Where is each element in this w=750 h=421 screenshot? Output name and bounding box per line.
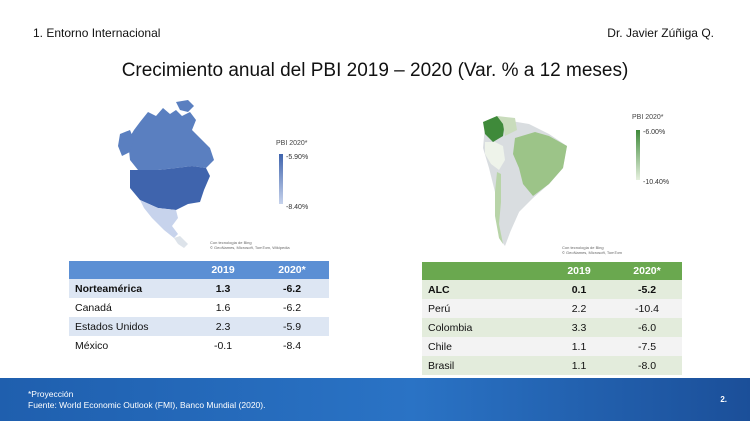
table-row: Chile 1.1 -7.5 (422, 337, 682, 356)
na-map-credit: Con tecnología de Bing © GeoNames, Micro… (210, 240, 290, 250)
brazil-region (513, 132, 567, 196)
la-map-credit: Con tecnología de Bing © GeoNames, Micro… (562, 245, 622, 255)
table-header: 2019 2020* (69, 261, 329, 279)
la-legend-min: -10.40% (643, 179, 670, 186)
section-title: 1. Entorno Internacional (33, 26, 161, 40)
central-america-region (174, 236, 188, 248)
mexico-region (140, 200, 178, 238)
na-legend-min: -8.40% (286, 204, 309, 211)
la-legend-title: PBI 2020* (632, 114, 664, 121)
usa-region (130, 166, 210, 210)
alaska-region (118, 130, 134, 156)
argentina-region (501, 178, 525, 240)
na-legend-max: -5.90% (286, 154, 309, 161)
colombia-region (483, 116, 505, 142)
peru-region (485, 142, 505, 170)
table-row: Norteamérica 1.3 -6.2 (69, 279, 329, 298)
canada-region (128, 108, 214, 170)
table-row: Colombia 3.3 -6.0 (422, 318, 682, 337)
table-row: Perú 2.2 -10.4 (422, 299, 682, 318)
author-name: Dr. Javier Zúñiga Q. (607, 26, 714, 40)
column-header-2020: 2020* (255, 261, 329, 279)
column-header-2019: 2019 (546, 262, 612, 280)
north-america-map (118, 100, 214, 248)
table-row: ALC 0.1 -5.2 (422, 280, 682, 299)
table-row: Estados Unidos 2.3 -5.9 (69, 317, 329, 336)
footer-bar: *Proyección Fuente: World Economic Outlo… (0, 378, 750, 421)
north-america-table: 2019 2020* Norteamérica 1.3 -6.2 Canadá … (69, 261, 329, 355)
page-number: 2. (720, 395, 727, 404)
chile-region (495, 172, 503, 244)
column-header-2019: 2019 (191, 261, 255, 279)
greenland-region (176, 100, 194, 112)
column-header-2020: 2020* (612, 262, 682, 280)
latin-america-map (483, 116, 567, 246)
slide-title: Crecimiento anual del PBI 2019 – 2020 (V… (121, 60, 629, 81)
la-legend-bar (636, 130, 640, 180)
table-header: 2019 2020* (422, 262, 682, 280)
na-legend-bar (279, 154, 283, 204)
na-legend-title: PBI 2020* (276, 140, 308, 147)
table-row: México -0.1 -8.4 (69, 336, 329, 355)
table-row: Canadá 1.6 -6.2 (69, 298, 329, 317)
source-note: Fuente: World Economic Outlook (FMI), Ba… (28, 400, 266, 410)
venezuela-region (497, 116, 517, 136)
latin-america-table: 2019 2020* ALC 0.1 -5.2 Perú 2.2 -10.4 C… (422, 262, 682, 375)
la-legend-max: -6.00% (643, 129, 666, 136)
table-row: Brasil 1.1 -8.0 (422, 356, 682, 375)
footnote: *Proyección (28, 389, 74, 399)
